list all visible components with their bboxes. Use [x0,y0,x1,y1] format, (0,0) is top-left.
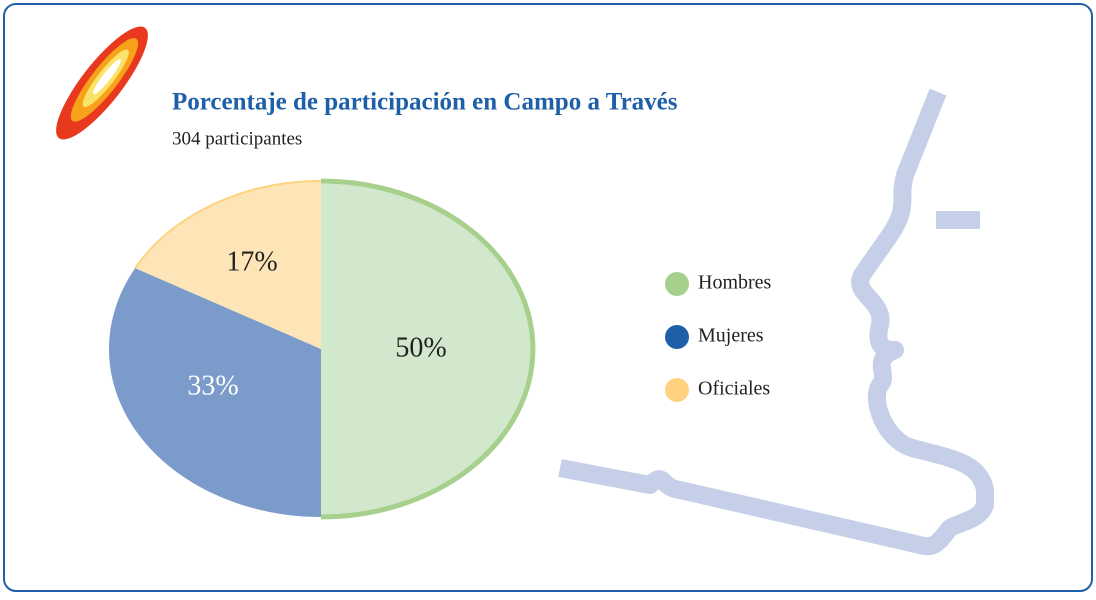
legend-swatch [665,272,689,296]
pie-slice [109,268,321,517]
logo [56,26,148,140]
face-decoration [558,88,994,556]
slice-edge [134,180,322,269]
data-label: 50% [395,332,446,363]
data-label: 33% [187,370,238,401]
slice-edge [320,178,536,520]
chart-subtitle: 304 participantes [172,128,302,149]
legend-label: Hombres [698,272,772,294]
legend-swatch [665,378,689,402]
legend-label: Oficiales [698,378,770,400]
chart-title: Porcentaje de participación en Campo a T… [172,89,678,116]
pie-slice [321,181,533,517]
legend-swatch [665,325,689,349]
legend-label: Mujeres [698,325,764,347]
data-label: 17% [226,246,277,277]
